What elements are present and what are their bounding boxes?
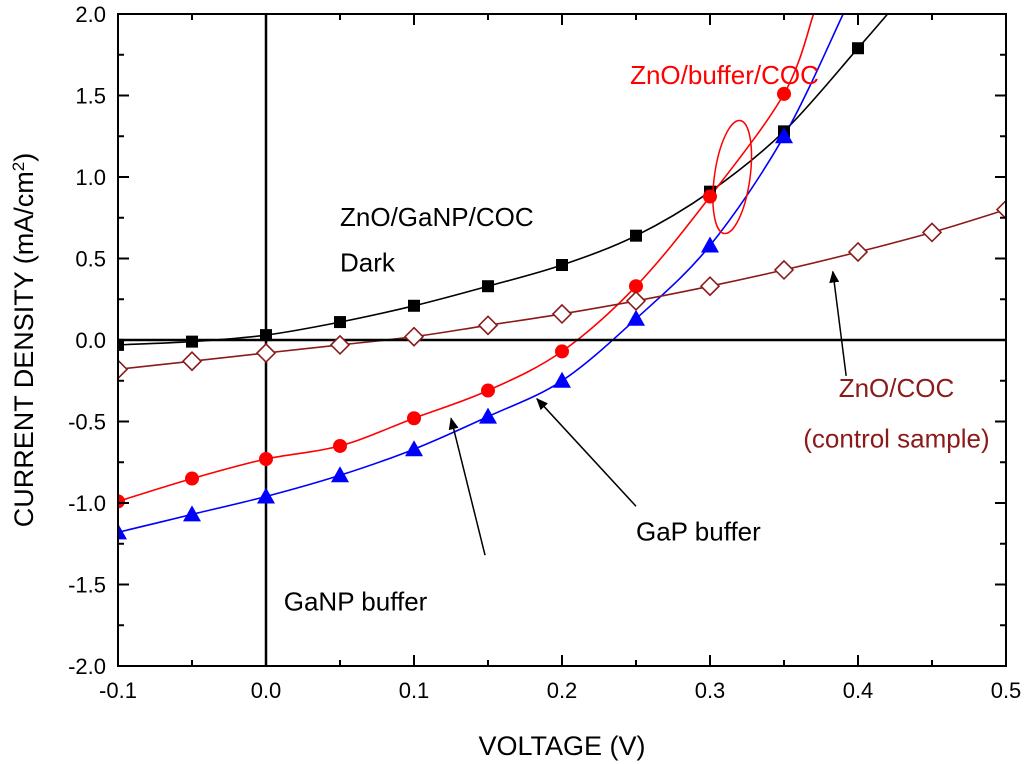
data-point-triangle [775, 127, 793, 144]
highlight-ellipse [712, 119, 753, 235]
data-point-circle [118, 494, 125, 509]
data-point-square [260, 329, 272, 342]
annotation-ganp-buffer: GaNP buffer [284, 587, 428, 617]
data-point-square [186, 335, 198, 348]
data-point-circle [777, 86, 791, 101]
data-point-diamond-open [847, 241, 869, 263]
y-tick-label: -1.5 [68, 573, 106, 598]
data-point-diamond-open [625, 290, 647, 312]
data-point-diamond-open [255, 342, 277, 364]
data-point-diamond-open [403, 326, 425, 347]
data-point-triangle [405, 440, 423, 457]
data-point-square [118, 338, 124, 351]
data-point-square [630, 229, 642, 242]
annotation-zno-buffer-coc: ZnO/buffer/COC [630, 60, 819, 90]
data-point-diamond-open [921, 222, 943, 243]
y-tick-label: 1.5 [75, 84, 106, 109]
data-point-diamond-open [329, 334, 351, 356]
data-point-triangle [118, 523, 127, 540]
data-point-circle [259, 451, 273, 466]
data-point-circle [555, 344, 569, 359]
y-axis-title-superscript: 2 [9, 162, 28, 171]
y-tick-label: -1.0 [68, 491, 106, 516]
data-point-circle [333, 438, 347, 453]
ticks-layer: -0.1 0.0 0.1 0.2 0.3 0.4 0.5 -2.0 -1.5 -1.0 -0.5 0.… [68, 2, 1021, 703]
annotation-gap-buffer: GaP buffer [636, 516, 761, 546]
series-line-triangle [118, 14, 844, 534]
data-point-triangle [331, 466, 349, 483]
data-point-circle [703, 189, 717, 204]
data-point-triangle [479, 407, 497, 424]
data-point-diamond-open [477, 315, 499, 336]
data-point-square [852, 42, 864, 55]
data-point-diamond-open [181, 351, 203, 372]
data-point-square [556, 259, 568, 272]
arrow-ganp-buffer [448, 417, 486, 556]
data-point-diamond-open [699, 276, 721, 297]
x-tick-label: 0.3 [695, 678, 726, 703]
annotation-dark: Dark [340, 248, 396, 278]
y-axis-title: CURRENT DENSITY (mA/cm2) [9, 153, 40, 528]
data-point-triangle [553, 371, 571, 388]
y-tick-label: 0.5 [75, 247, 106, 272]
data-point-circle [481, 383, 495, 398]
curves-layer [118, 14, 1006, 534]
x-tick-label: 0.2 [547, 678, 578, 703]
annotation-zno-coc: ZnO/COC [839, 373, 955, 403]
data-point-square [408, 299, 420, 312]
data-point-diamond-open [773, 259, 795, 281]
x-tick-label: 0.5 [991, 678, 1022, 703]
data-point-square [482, 280, 494, 293]
annotation-control-sample: (control sample) [803, 424, 989, 454]
x-axis-title: VOLTAGE (V) [478, 731, 645, 761]
data-point-diamond-open [551, 303, 573, 325]
x-tick-label: 0.4 [843, 678, 874, 703]
data-point-triangle [701, 236, 719, 253]
y-tick-label: 2.0 [75, 2, 106, 27]
x-tick-label: 0.0 [251, 678, 282, 703]
y-axis-title-end: ) [9, 153, 39, 162]
data-point-diamond-open [118, 359, 129, 380]
y-axis-title-main: CURRENT DENSITY (mA/cm [9, 171, 39, 527]
x-tick-label: -0.1 [99, 678, 137, 703]
markers-layer [118, 42, 1006, 540]
y-tick-label: 0.0 [75, 328, 106, 353]
x-tick-label: 0.1 [399, 678, 430, 703]
data-point-square [334, 316, 346, 329]
annotation-zno-ganp-coc: ZnO/GaNP/COC [340, 202, 534, 232]
series-line-circle [118, 14, 815, 503]
data-point-circle [185, 471, 199, 486]
data-point-triangle [257, 487, 275, 504]
data-point-triangle [183, 505, 201, 522]
arrow-zno-coc [829, 270, 847, 376]
data-point-diamond-open [995, 199, 1006, 220]
arrow-gap-buffer [536, 397, 637, 507]
y-tick-label: 1.0 [75, 165, 106, 190]
data-point-circle [407, 411, 421, 426]
data-point-triangle [627, 309, 645, 326]
y-tick-label: -0.5 [68, 410, 106, 435]
data-point-circle [629, 279, 643, 294]
y-tick-label: -2.0 [68, 654, 106, 679]
zero-reference-lines [118, 14, 1006, 666]
annotations-layer: ZnO/buffer/COC ZnO/GaNP/COC Dark ZnO/COC (co… [284, 60, 990, 616]
